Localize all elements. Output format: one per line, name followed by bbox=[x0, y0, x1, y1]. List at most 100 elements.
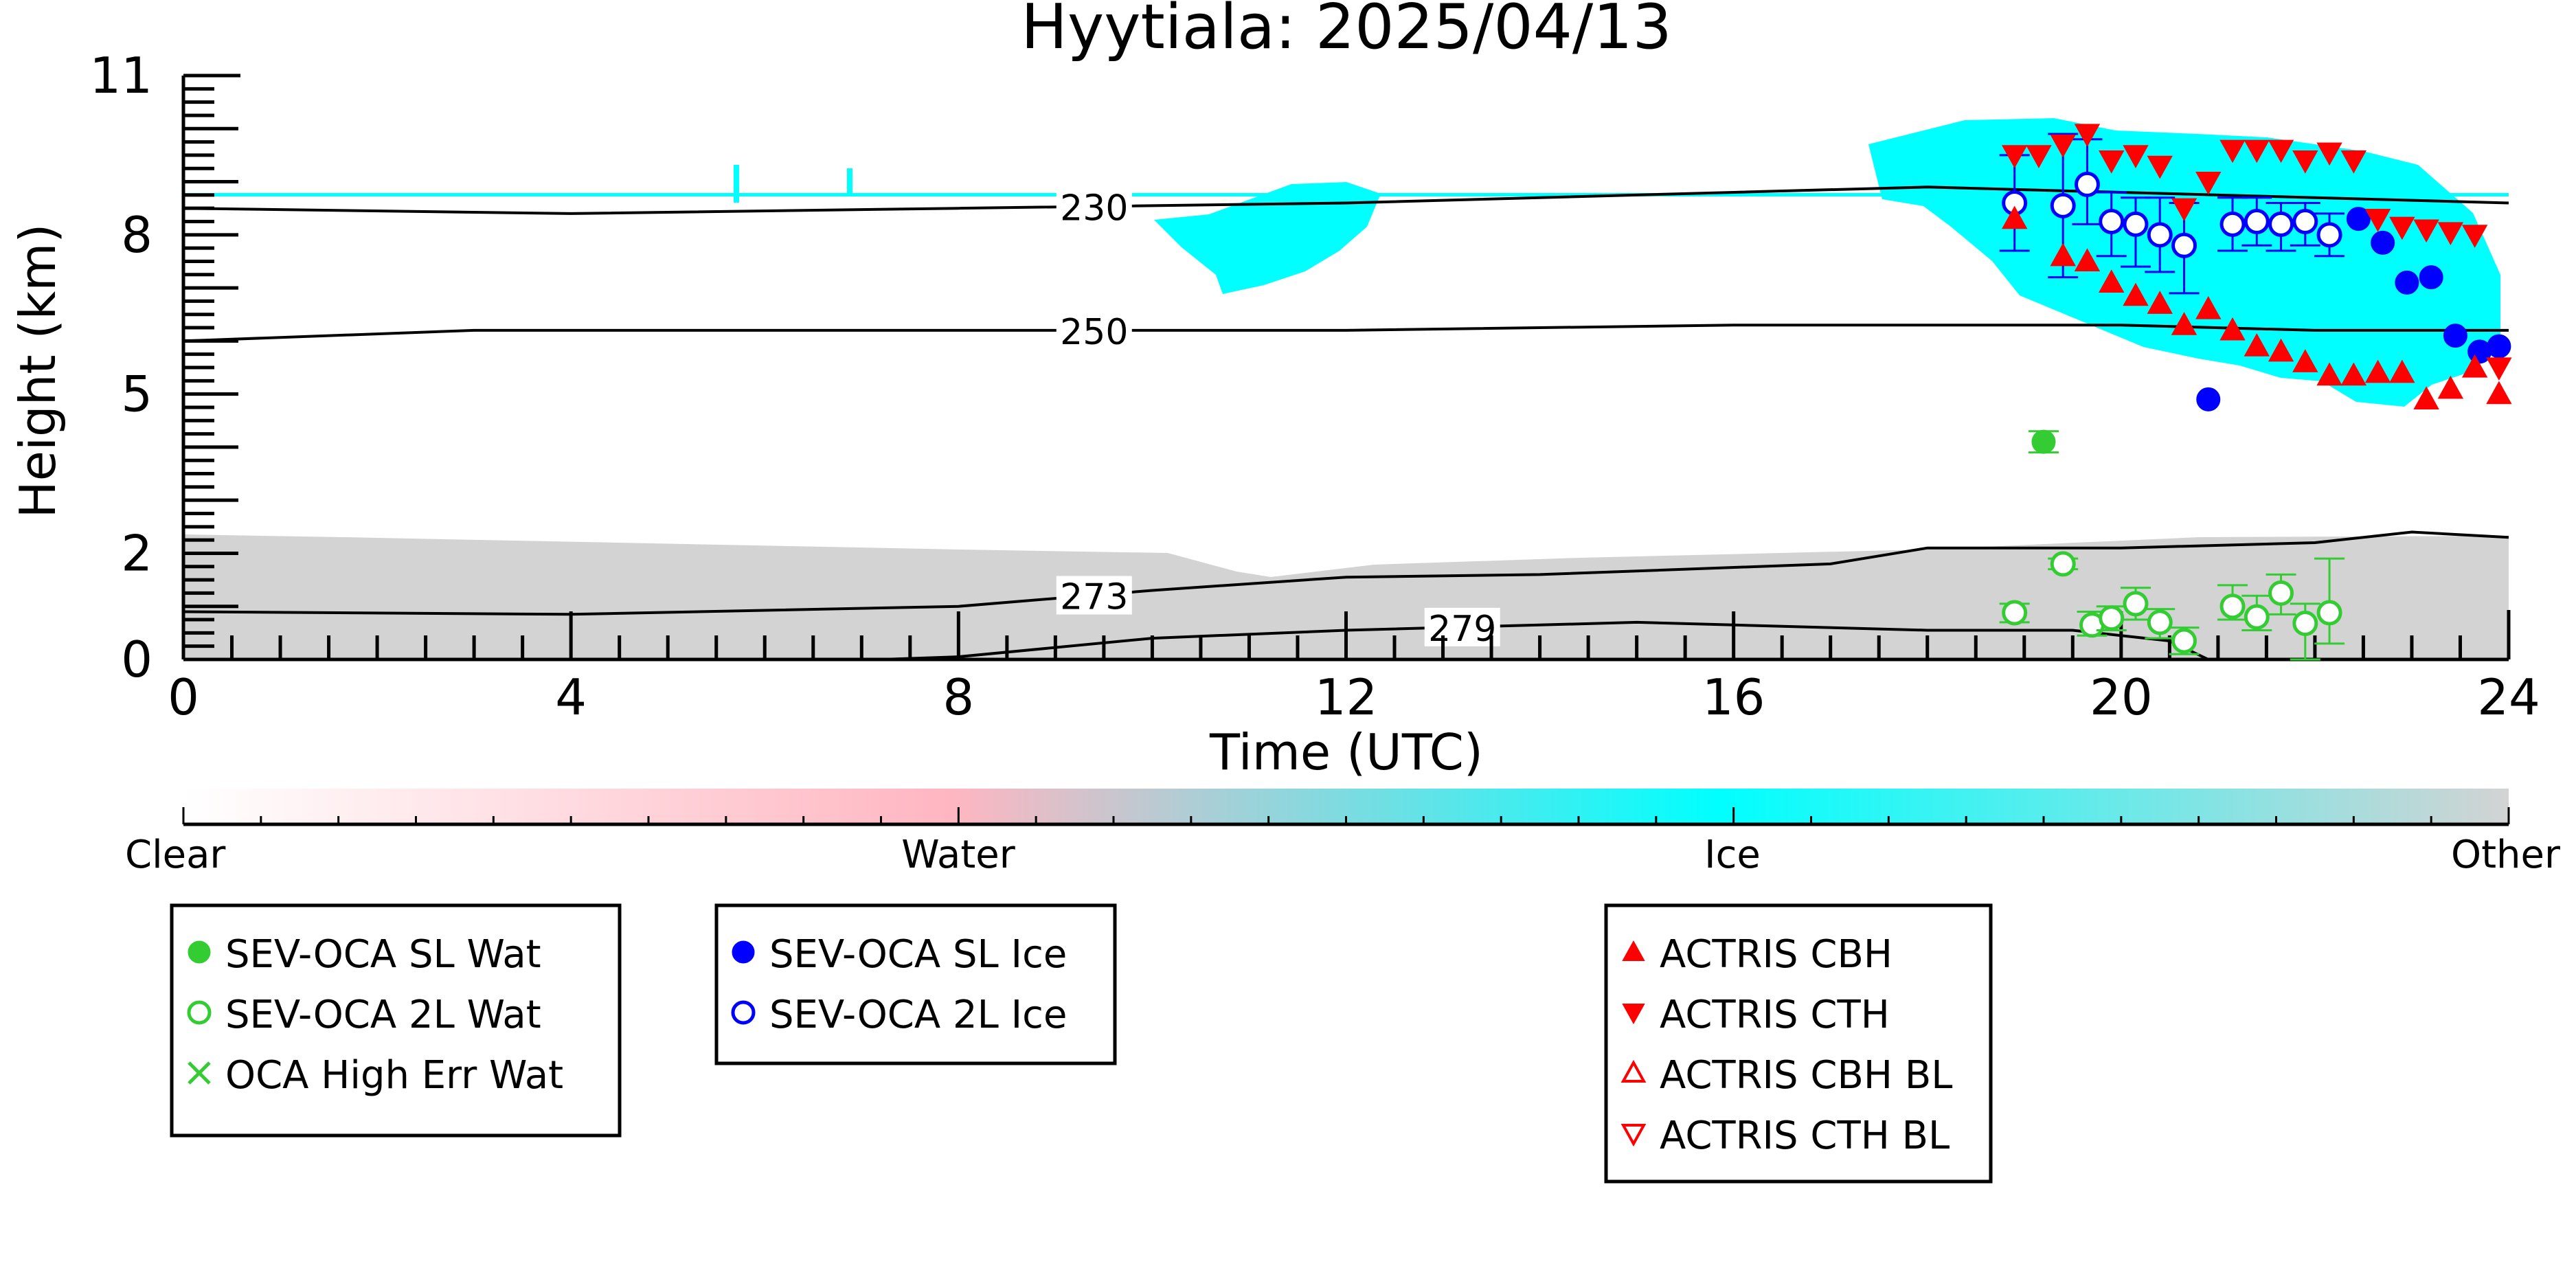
legend-box-actris bbox=[1604, 903, 1993, 1184]
data-point bbox=[2123, 145, 2149, 168]
series bbox=[2029, 429, 2059, 454]
data-point bbox=[2002, 600, 2028, 626]
y-tick-label: 0 bbox=[121, 631, 152, 688]
data-point bbox=[2413, 219, 2439, 243]
data-point bbox=[2437, 222, 2464, 246]
classification-colorbar: Clear Water Ice Other bbox=[125, 789, 2561, 877]
contour-label: 230 bbox=[1060, 188, 1128, 229]
data-point bbox=[2147, 609, 2173, 635]
x-stroke bbox=[188, 1061, 211, 1085]
legend-label: ACTRIS CBH BL bbox=[1660, 1053, 1952, 1098]
legend-box-water bbox=[170, 903, 622, 1138]
y-axis-label: Height (km) bbox=[9, 224, 67, 519]
data-point bbox=[2050, 551, 2076, 577]
data-point bbox=[187, 1000, 212, 1025]
data-point bbox=[2486, 381, 2512, 405]
data-point bbox=[2268, 580, 2294, 606]
y-tick-label: 5 bbox=[121, 365, 152, 423]
data-point bbox=[2031, 429, 2056, 454]
data-point bbox=[2171, 628, 2197, 654]
ice-streak-1 bbox=[734, 165, 739, 203]
data-point bbox=[2219, 211, 2246, 237]
data-point bbox=[2050, 192, 2076, 218]
data-point bbox=[2268, 338, 2294, 362]
data-point bbox=[2340, 362, 2367, 386]
data-point bbox=[188, 1061, 211, 1085]
data-point bbox=[2026, 145, 2052, 168]
contour-label-bg bbox=[1424, 607, 1500, 646]
chart-title: Hyytiala: 2025/04/13 bbox=[1021, 0, 1671, 63]
series bbox=[1999, 551, 2345, 661]
data-point bbox=[2461, 354, 2488, 378]
data-point bbox=[2419, 265, 2443, 290]
data-point bbox=[2316, 362, 2342, 386]
series bbox=[2001, 124, 2512, 381]
data-point bbox=[2316, 142, 2342, 166]
contour-label: 273 bbox=[1060, 577, 1128, 618]
data-point bbox=[2244, 604, 2270, 630]
data-point bbox=[2395, 270, 2419, 295]
data-point bbox=[2486, 357, 2512, 381]
data-point bbox=[2244, 139, 2270, 163]
legend-label: ACTRIS CTH bbox=[1660, 993, 1890, 1037]
legend-label: SEV-OCA 2L Ice bbox=[769, 993, 1067, 1037]
data-point bbox=[2389, 216, 2415, 240]
contour-line bbox=[881, 620, 2209, 661]
legend-label: SEV-OCA 2L Wat bbox=[225, 993, 541, 1037]
data-point bbox=[2147, 222, 2173, 248]
data-point bbox=[2147, 155, 2173, 179]
ice-streak-2 bbox=[847, 168, 852, 196]
series bbox=[2196, 207, 2511, 411]
data-point bbox=[2364, 209, 2391, 232]
data-point bbox=[2244, 209, 2270, 234]
data-point bbox=[2171, 198, 2197, 222]
data-point bbox=[2292, 610, 2318, 636]
ice-cloud-midday bbox=[1154, 182, 1381, 294]
contour-line bbox=[183, 324, 2509, 343]
data-point bbox=[2001, 205, 2028, 229]
data-point bbox=[2123, 211, 2149, 237]
data-point bbox=[2292, 349, 2318, 372]
data-point bbox=[2316, 222, 2342, 248]
data-point bbox=[2487, 334, 2511, 359]
data-point bbox=[2074, 248, 2101, 272]
data-point bbox=[2371, 230, 2395, 255]
data-point bbox=[2346, 207, 2371, 231]
x-tick-label: 4 bbox=[555, 668, 587, 726]
data-point bbox=[2195, 171, 2222, 195]
data-point bbox=[1622, 1004, 1645, 1025]
data-point bbox=[2074, 171, 2100, 197]
data-point bbox=[2413, 386, 2439, 409]
contour-label: 279 bbox=[1428, 609, 1496, 650]
data-markers bbox=[1999, 124, 2512, 661]
data-point bbox=[2364, 359, 2391, 383]
series bbox=[2001, 205, 2512, 409]
data-point bbox=[2268, 211, 2294, 237]
legend-label: ACTRIS CTH BL bbox=[1660, 1114, 1950, 1158]
data-point bbox=[2461, 225, 2488, 248]
data-point bbox=[1622, 940, 1645, 961]
data-point bbox=[188, 940, 211, 964]
colorbar-label-clear: Clear bbox=[125, 833, 226, 877]
legend-label: ACTRIS CBH bbox=[1660, 932, 1893, 977]
contour-line bbox=[183, 530, 2509, 616]
x-tick-label: 20 bbox=[2090, 668, 2153, 726]
data-point bbox=[731, 1000, 756, 1025]
data-point bbox=[2171, 312, 2197, 335]
boundary-layer-other bbox=[183, 534, 2509, 659]
data-point bbox=[2195, 295, 2222, 319]
y-tick-label: 2 bbox=[121, 524, 152, 582]
data-point bbox=[2268, 139, 2294, 163]
x-tick-label: 0 bbox=[168, 668, 199, 726]
data-point bbox=[2340, 150, 2367, 174]
y-tick-label: 11 bbox=[89, 47, 152, 104]
data-point bbox=[2443, 324, 2467, 348]
data-point bbox=[2292, 150, 2318, 174]
legend-label: OCA High Err Wat bbox=[225, 1053, 563, 1098]
data-point bbox=[2292, 209, 2318, 234]
x-tick-label: 24 bbox=[2477, 668, 2540, 726]
colorbar-label-other: Other bbox=[2451, 833, 2561, 877]
data-point bbox=[2074, 124, 2101, 148]
data-point bbox=[2123, 591, 2149, 617]
